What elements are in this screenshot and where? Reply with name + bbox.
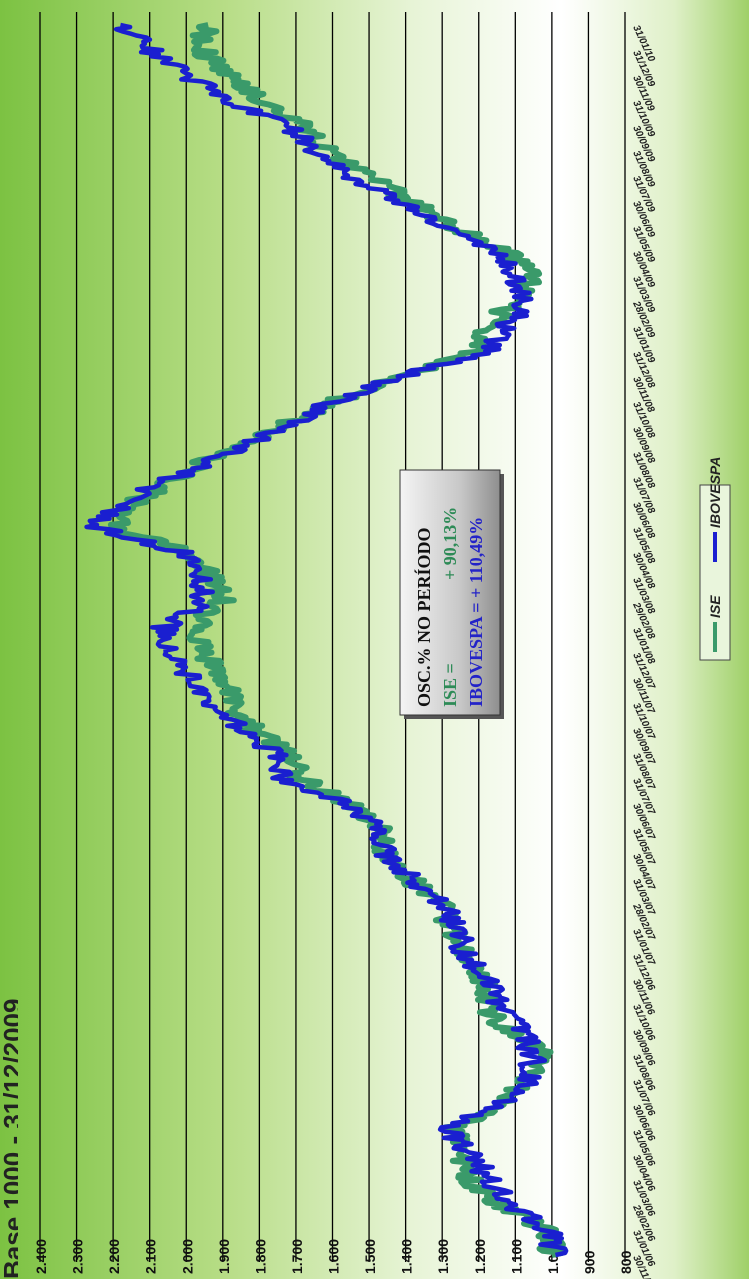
legend-label-ibovespa: IBOVESPA: [707, 457, 723, 528]
y-tick-label-14: 2.200: [106, 1239, 122, 1274]
y-tick-label-0: 800: [618, 1250, 634, 1274]
y-tick-label-3: 1.100: [508, 1239, 524, 1274]
series-line-ibovespa: [84, 22, 569, 1258]
y-tick-label-10: 1.800: [252, 1239, 268, 1274]
annotation-ibovespa-label: IBOVESPA = + 110,49%: [466, 517, 486, 707]
legend-label-ise: ISE: [707, 595, 723, 618]
y-tick-label-6: 1.400: [399, 1239, 415, 1274]
y-tick-label-12: 2.000: [179, 1239, 195, 1274]
y-tick-label-9: 1.700: [289, 1239, 305, 1274]
y-tick-label-13: 2.100: [143, 1239, 159, 1274]
y-tick-label-16: 2.400: [33, 1239, 49, 1274]
y-tick-label-7: 1.500: [362, 1239, 378, 1274]
annotation-ise-value: + 90,13%: [440, 507, 460, 580]
y-tick-label-1: 900: [581, 1250, 597, 1274]
annotation-box: [399, 469, 501, 716]
y-tick-label-5: 1.300: [435, 1239, 451, 1274]
y-tick-label-8: 1.600: [326, 1239, 342, 1274]
y-tick-label-11: 1.900: [216, 1239, 232, 1274]
annotation-heading: OSC.% NO PERÍODO: [413, 527, 434, 707]
y-tick-label-4: 1.200: [472, 1239, 488, 1274]
annotation-ise-label: ISE =: [440, 663, 460, 707]
y-tick-label-15: 2.300: [70, 1239, 86, 1274]
